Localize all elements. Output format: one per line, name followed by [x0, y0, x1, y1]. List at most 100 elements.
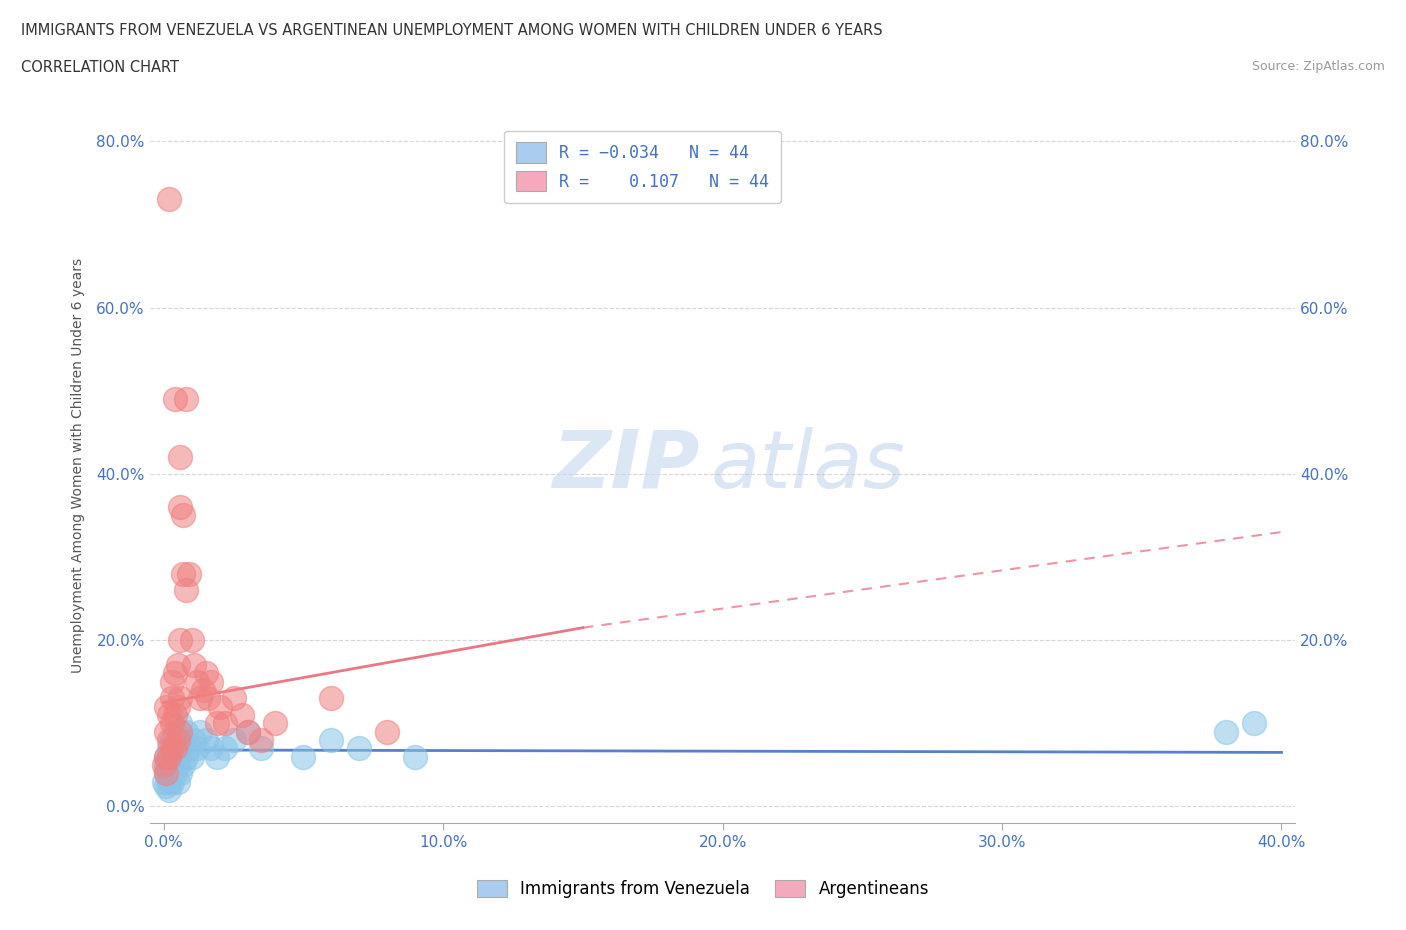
- Point: [180, 750, 202, 764]
- Point: [222, 691, 245, 706]
- Point: [160, 716, 183, 731]
- Point: [169, 632, 191, 647]
- Point: [157, 733, 180, 748]
- Point: [155, 765, 177, 780]
- Point: [160, 757, 183, 772]
- Point: [157, 741, 180, 756]
- Point: [250, 741, 273, 756]
- Point: [157, 782, 180, 797]
- Point: [172, 733, 194, 748]
- Point: [169, 450, 191, 465]
- Point: [186, 741, 208, 756]
- Point: [157, 765, 180, 780]
- Point: [160, 691, 183, 706]
- Point: [157, 774, 180, 789]
- Point: [183, 733, 205, 748]
- Point: [160, 774, 183, 789]
- Point: [172, 566, 194, 581]
- Point: [155, 750, 177, 764]
- Point: [197, 691, 219, 706]
- Point: [163, 392, 186, 406]
- Point: [157, 708, 180, 723]
- Point: [183, 658, 205, 672]
- Point: [188, 724, 211, 739]
- Point: [200, 741, 222, 756]
- Text: ZIP: ZIP: [553, 427, 700, 505]
- Point: [321, 733, 343, 748]
- Point: [174, 724, 197, 739]
- Point: [169, 499, 191, 514]
- Point: [166, 733, 188, 748]
- Point: [264, 716, 287, 731]
- Point: [169, 724, 191, 739]
- Point: [177, 741, 200, 756]
- Point: [152, 757, 174, 772]
- Point: [155, 699, 177, 714]
- Y-axis label: Unemployment Among Women with Children Under 6 years: Unemployment Among Women with Children U…: [72, 258, 86, 673]
- Text: Source: ZipAtlas.com: Source: ZipAtlas.com: [1251, 60, 1385, 73]
- Point: [200, 674, 222, 689]
- Point: [169, 716, 191, 731]
- Point: [166, 757, 188, 772]
- Point: [292, 750, 315, 764]
- Text: IMMIGRANTS FROM VENEZUELA VS ARGENTINEAN UNEMPLOYMENT AMONG WOMEN WITH CHILDREN : IMMIGRANTS FROM VENEZUELA VS ARGENTINEAN…: [21, 23, 883, 38]
- Point: [208, 699, 231, 714]
- Point: [250, 733, 273, 748]
- Point: [194, 666, 217, 681]
- Point: [166, 699, 188, 714]
- Point: [169, 741, 191, 756]
- Point: [404, 750, 426, 764]
- Point: [236, 724, 259, 739]
- Point: [172, 757, 194, 772]
- Point: [205, 750, 228, 764]
- Point: [160, 750, 183, 764]
- Point: [163, 750, 186, 764]
- Point: [174, 750, 197, 764]
- Point: [186, 674, 208, 689]
- Point: [236, 724, 259, 739]
- Point: [166, 658, 188, 672]
- Legend: R = −0.034   N = 44, R =    0.107   N = 44: R = −0.034 N = 44, R = 0.107 N = 44: [503, 130, 780, 203]
- Point: [152, 774, 174, 789]
- Point: [157, 192, 180, 206]
- Point: [191, 683, 214, 698]
- Text: CORRELATION CHART: CORRELATION CHART: [21, 60, 179, 75]
- Point: [163, 666, 186, 681]
- Point: [188, 691, 211, 706]
- Point: [163, 708, 186, 723]
- Point: [349, 741, 371, 756]
- Point: [174, 583, 197, 598]
- Point: [194, 733, 217, 748]
- Point: [166, 733, 188, 748]
- Point: [1243, 716, 1265, 731]
- Point: [155, 757, 177, 772]
- Point: [177, 566, 200, 581]
- Point: [155, 765, 177, 780]
- Point: [163, 765, 186, 780]
- Point: [155, 778, 177, 793]
- Point: [169, 765, 191, 780]
- Point: [205, 716, 228, 731]
- Point: [163, 741, 186, 756]
- Point: [169, 691, 191, 706]
- Point: [155, 724, 177, 739]
- Point: [160, 741, 183, 756]
- Point: [157, 750, 180, 764]
- Point: [174, 392, 197, 406]
- Point: [231, 708, 253, 723]
- Point: [180, 632, 202, 647]
- Point: [155, 750, 177, 764]
- Point: [321, 691, 343, 706]
- Legend: Immigrants from Venezuela, Argentineans: Immigrants from Venezuela, Argentineans: [471, 873, 935, 905]
- Point: [172, 508, 194, 523]
- Point: [222, 733, 245, 748]
- Point: [160, 733, 183, 748]
- Point: [375, 724, 398, 739]
- Point: [160, 674, 183, 689]
- Point: [214, 716, 236, 731]
- Point: [214, 741, 236, 756]
- Point: [166, 774, 188, 789]
- Point: [1215, 724, 1237, 739]
- Text: atlas: atlas: [711, 427, 905, 505]
- Point: [163, 724, 186, 739]
